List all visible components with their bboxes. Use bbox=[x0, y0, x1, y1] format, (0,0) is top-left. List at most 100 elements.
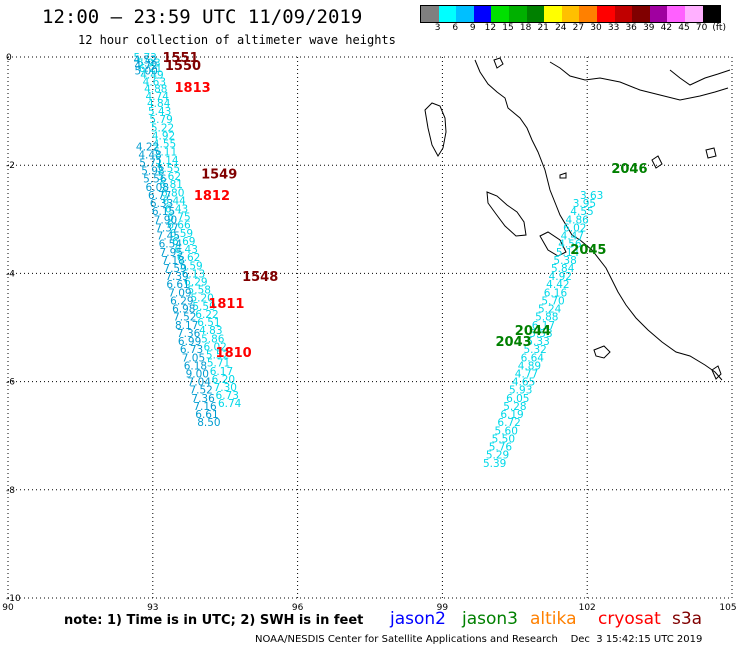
wave-height-value: 6.05 bbox=[506, 393, 529, 405]
enggano-island bbox=[711, 365, 722, 380]
legend-label: 70 bbox=[695, 23, 708, 33]
legend-label: 9 bbox=[469, 23, 476, 33]
wave-height-value: 6.43 bbox=[175, 244, 198, 256]
wave-height-value: 5.00 bbox=[134, 66, 157, 78]
footnote: note: 1) Time is in UTC; 2) SWH is in fe… bbox=[64, 613, 364, 628]
satellite-tracks: 5.735.936.214.494.634.884.744.845.435.79… bbox=[133, 52, 603, 470]
sumatra-coast bbox=[474, 59, 723, 381]
legend-swatch bbox=[579, 6, 597, 22]
legend-swatch bbox=[561, 6, 580, 22]
wave-height-value: 6.22 bbox=[195, 309, 218, 321]
wave-height-value: 6.61 bbox=[195, 409, 218, 421]
legend-swatch bbox=[667, 6, 685, 22]
wave-height-value: 6.62 bbox=[177, 252, 200, 264]
lat-tick-label: -6 bbox=[6, 378, 15, 388]
map-subtitle: 12 hour collection of altimeter wave hei… bbox=[78, 33, 396, 47]
lat-tick-label: -2 bbox=[6, 161, 15, 171]
lat-tick-label: 0 bbox=[6, 53, 12, 63]
wave-height-value: 4.84 bbox=[147, 98, 171, 110]
wave-height-value: 5.59 bbox=[192, 301, 215, 313]
wave-height-value: 5.43 bbox=[148, 106, 171, 118]
satellite-legend-altika: altika bbox=[530, 609, 577, 629]
legend-label: 12 bbox=[484, 23, 497, 33]
satellite-legend-cryosat: cryosat bbox=[598, 609, 661, 629]
color-scale-legend bbox=[420, 5, 722, 23]
wave-height-value: 4.48 bbox=[138, 149, 161, 161]
legend-label: 33 bbox=[607, 23, 620, 33]
wave-height-value: 6.15 bbox=[152, 206, 175, 218]
wave-height-value: 5.60 bbox=[495, 425, 518, 437]
legend-label: 39 bbox=[643, 23, 655, 33]
wave-height-value: 5.59 bbox=[179, 260, 202, 272]
pass-time-label: 1550 bbox=[165, 59, 201, 74]
pass-time-label: 1813 bbox=[175, 81, 211, 96]
wave-height-value: 6.73 bbox=[180, 344, 203, 356]
coastline bbox=[424, 57, 731, 381]
wave-height-value: 6.59 bbox=[170, 228, 193, 240]
pass-time-label: 2043 bbox=[495, 335, 531, 350]
wave-height-value: 8.17 bbox=[175, 320, 198, 332]
lon-tick-label: 96 bbox=[292, 603, 304, 613]
legend-label: 24 bbox=[555, 23, 567, 33]
wave-height-value: 6.54 bbox=[159, 239, 183, 251]
map-title: 12:00 – 23:59 UTC 11/09/2019 bbox=[42, 6, 363, 28]
wave-height-value: 4.55 bbox=[153, 139, 176, 151]
wave-height-value: 4.63 bbox=[143, 76, 166, 88]
wave-height-value: 5.71 bbox=[207, 358, 230, 370]
wave-height-value: 6.17 bbox=[532, 320, 555, 332]
wave-height-value: 5.29 bbox=[486, 450, 509, 462]
pass-time-label: 1812 bbox=[194, 189, 230, 204]
small-island-c bbox=[651, 155, 663, 169]
wave-height-value: 4.86 bbox=[565, 214, 589, 226]
wave-height-value: 4.92 bbox=[549, 271, 572, 283]
wave-height-value: 5.38 bbox=[553, 255, 576, 267]
legend-swatch bbox=[614, 6, 633, 22]
legend-label: 21 bbox=[537, 23, 549, 33]
wave-height-value: 5.14 bbox=[556, 247, 580, 259]
pass-time-label: 2045 bbox=[570, 243, 606, 258]
legend-label: 3 bbox=[434, 23, 441, 33]
legend-label: 36 bbox=[625, 23, 637, 33]
wave-height-value: 5.28 bbox=[503, 401, 526, 413]
wave-height-value: 7.90 bbox=[154, 214, 177, 226]
lon-tick-label: 93 bbox=[147, 603, 158, 613]
siberut-island bbox=[539, 231, 567, 257]
wave-height-value: 6.16 bbox=[544, 287, 568, 299]
wave-height-value: 6.13 bbox=[182, 268, 205, 280]
mainland-edge bbox=[669, 69, 731, 86]
lon-tick-label: 99 bbox=[437, 603, 449, 613]
pass-time-label: 1548 bbox=[242, 270, 278, 285]
legend-label: 6 bbox=[452, 23, 459, 33]
satellite-legend-jason2: jason2 bbox=[390, 609, 446, 629]
wave-height-value: 5.32 bbox=[523, 344, 546, 356]
wave-height-value: 5.53 bbox=[529, 328, 552, 340]
wave-height-value: 5.93 bbox=[137, 57, 160, 69]
sumatra-inland bbox=[549, 61, 729, 101]
legend-label: 27 bbox=[572, 23, 585, 33]
wave-height-value: 6.98 bbox=[172, 304, 195, 316]
wave-height-value: 6.43 bbox=[165, 203, 188, 215]
wave-height-value: 6.99 bbox=[178, 336, 201, 348]
lon-tick-label: 90 bbox=[2, 603, 14, 613]
nias-island bbox=[486, 191, 527, 237]
pagai-island bbox=[593, 345, 611, 359]
wave-height-value: 7.39 bbox=[165, 271, 188, 283]
wave-height-value: 7.37 bbox=[155, 222, 178, 234]
pass-time-label: 2044 bbox=[515, 324, 551, 339]
wave-height-value: 6.44 bbox=[162, 195, 186, 207]
legend-swatch bbox=[421, 6, 439, 22]
wave-height-value: 7.05 bbox=[182, 352, 205, 364]
wave-height-value: 3.63 bbox=[580, 190, 603, 202]
wave-height-value: 6.33 bbox=[150, 198, 173, 210]
legend-swatch bbox=[508, 6, 527, 22]
axis-labels: 90 93 96 99 102 105 0 -2 -4 -6 -8 -10 bbox=[2, 53, 736, 613]
wave-height-value: 4.56 bbox=[558, 239, 582, 251]
wave-height-value: 5.55 bbox=[157, 163, 180, 175]
simeulue-island bbox=[424, 102, 447, 157]
wave-height-value: 7.16 bbox=[193, 401, 217, 413]
legend-label: 42 bbox=[660, 23, 673, 33]
wave-height-value: 5.33 bbox=[526, 336, 549, 348]
pass-time-label: 2046 bbox=[611, 162, 647, 177]
wave-height-value: 4.49 bbox=[140, 69, 163, 81]
